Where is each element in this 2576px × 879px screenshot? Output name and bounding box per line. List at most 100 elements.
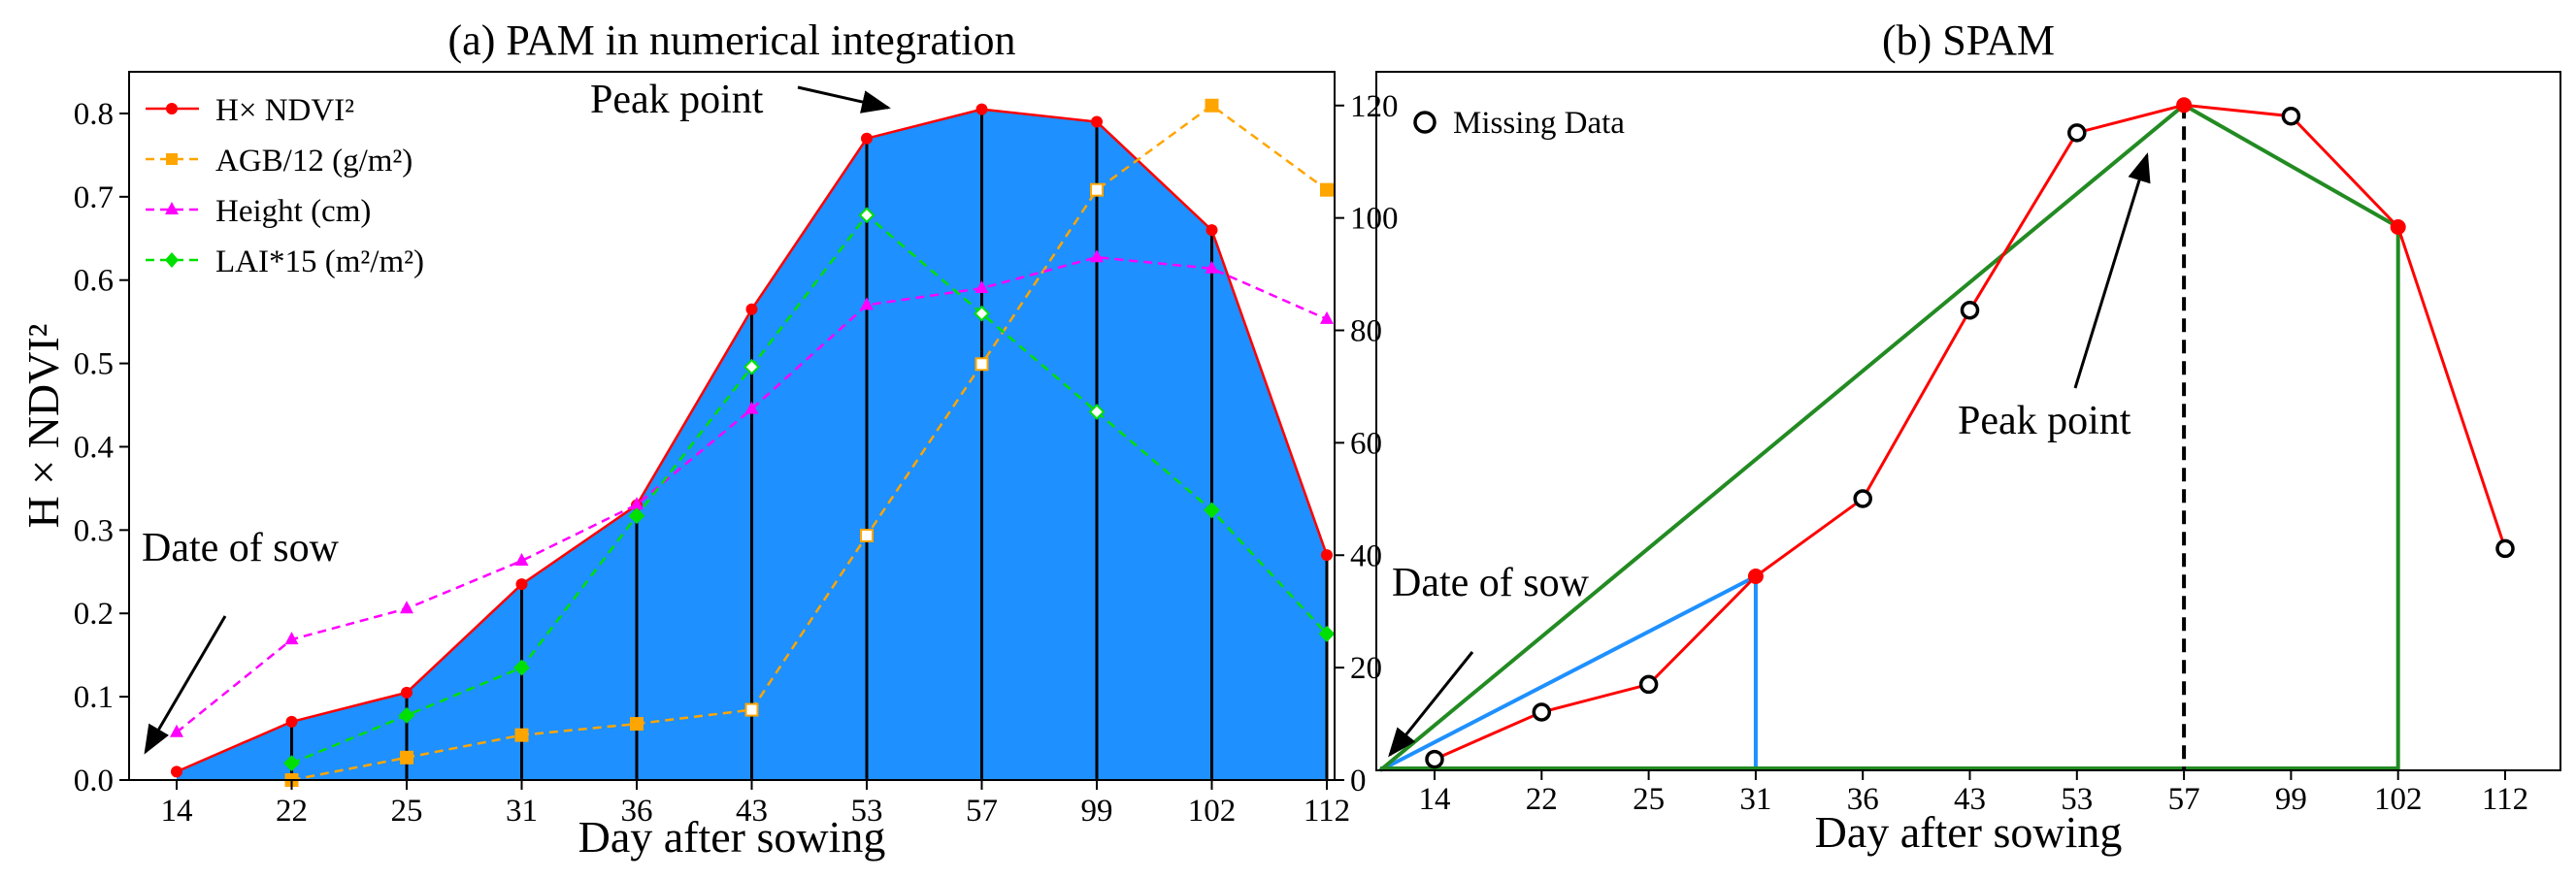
y-tick-label: 0.2 [74, 597, 114, 632]
series-group [170, 98, 1336, 787]
point-height-cm-57 [974, 280, 989, 294]
point-lai-15-m-m-36 [628, 507, 645, 525]
x-tick-label: 22 [276, 794, 308, 829]
x-tick-label: 25 [1633, 782, 1665, 817]
legend-item-height: Height (cm) [146, 194, 371, 229]
chart-b-spam: 14 22 25 31 36 43 53 57 99 102 112 (b) SPAM Day af… [1375, 16, 2561, 857]
annotation-peak-a: Peak point [590, 78, 764, 122]
x-tick-label: 53 [851, 794, 883, 829]
legend-label-height: Height (cm) [215, 194, 371, 229]
point-height-cm-22 [284, 632, 299, 645]
point-lai-15-m-m-53 [858, 207, 875, 224]
point-h-ndvi-112 [1321, 549, 1333, 562]
series-height-cm [170, 249, 1334, 737]
legend-b: Missing Data [1413, 106, 1625, 141]
point-observed-102 [2390, 219, 2406, 235]
x-tick-label: 31 [1739, 782, 1771, 817]
chart-title-a: (a) PAM in numerical integration [448, 16, 1016, 64]
point-agb-12-g-m-112 [1320, 182, 1334, 197]
x-tick-label: 14 [161, 794, 193, 829]
point-lai-15-m-m-22 [283, 755, 300, 772]
x-tick-label: 99 [2275, 782, 2307, 817]
x-axis-b: 14 22 25 31 36 43 53 57 99 102 112 [1419, 770, 2528, 817]
legend-item-h-ndvi: H× NDVI² [146, 93, 354, 128]
x-axis-label-b: Day after sowing [1815, 807, 2123, 857]
annotation-sow-arrow-b [1388, 651, 1474, 758]
legend-marker-circle-icon [166, 103, 178, 114]
series-line-height-cm [176, 255, 1328, 733]
x-tick-label: 99 [1081, 794, 1113, 829]
point-missing-25 [1638, 674, 1659, 695]
triangle-rise-green [1378, 103, 2186, 772]
point-height-cm-43 [744, 401, 759, 414]
annotation-peak-b: Peak point [1958, 399, 2131, 443]
point-h-ndvi-22 [285, 715, 298, 728]
point-lai-15-m-m-25 [398, 706, 415, 724]
x-tick-label: 43 [736, 794, 768, 829]
legend-label-agb: AGB/12 (g/m²) [215, 144, 413, 179]
point-agb-12-g-m-25 [400, 750, 413, 765]
point-h-ndvi-25 [401, 686, 413, 699]
x-tick-label: 14 [1419, 782, 1451, 817]
point-h-ndvi-99 [1091, 115, 1103, 128]
point-lai-15-m-m-99 [1088, 404, 1106, 420]
triangle-fall-green [2183, 103, 2399, 229]
point-missing-99 [2281, 106, 2301, 126]
chart-title-b: (b) SPAM [1882, 16, 2055, 64]
point-height-cm-112 [1320, 310, 1334, 324]
point-missing-53 [2067, 123, 2087, 143]
series-agb-12-g-m [284, 98, 1334, 787]
x-tick-label: 31 [506, 794, 538, 829]
y-axis-label-a: H × NDVI² [18, 324, 68, 529]
y2-tick-label: 40 [1350, 538, 1382, 573]
x-axis-a: 14 22 25 31 36 43 53 57 99 102 112 [161, 780, 1350, 829]
x-tick-label: 102 [2374, 782, 2423, 817]
point-missing-112 [2495, 538, 2515, 559]
x-tick-label: 25 [391, 794, 423, 829]
x-tick-label: 22 [1526, 782, 1558, 817]
point-h-ndvi-53 [861, 132, 873, 145]
y-axis-right: 0 20 40 60 80 100 120 [1335, 89, 1399, 798]
y2-tick-label: 0 [1350, 764, 1367, 798]
point-agb-12-g-m-57 [974, 357, 989, 372]
legend-label-missing: Missing Data [1453, 106, 1625, 141]
x-tick-label: 57 [2168, 782, 2200, 817]
legend-marker-triangle-icon [165, 202, 179, 214]
legend-label-lai: LAI*15 (m²/m²) [215, 244, 424, 279]
point-lai-15-m-m-102 [1204, 502, 1220, 519]
point-observed-57 [2176, 97, 2193, 114]
point-agb-12-g-m-53 [860, 528, 874, 542]
annotation-sow-arrow-a [144, 615, 227, 755]
x-tick-label: 36 [621, 794, 653, 829]
point-h-ndvi-43 [745, 303, 758, 315]
missing-data-marker-icon [1413, 111, 1437, 134]
point-agb-12-g-m-102 [1205, 98, 1219, 113]
y-tick-label: 0.5 [74, 347, 114, 382]
y-tick-label: 0.6 [74, 264, 114, 299]
integration-lines [290, 109, 1329, 780]
point-agb-12-g-m-36 [630, 717, 644, 732]
x-tick-label: 53 [2061, 782, 2093, 817]
series-line-lai-15-m-m [291, 212, 1328, 765]
y2-tick-label: 60 [1350, 426, 1382, 461]
point-missing-43 [1960, 300, 1980, 320]
annotation-peak-arrow-b [2073, 152, 2151, 389]
y-tick-label: 0.1 [74, 680, 114, 715]
annotation-sow-a: Date of sow [142, 526, 340, 570]
y-tick-label: 0.7 [74, 180, 114, 215]
series-lai-15-m-m [283, 207, 1336, 772]
point-height-cm-31 [514, 553, 529, 567]
legend-item-lai: LAI*15 (m²/m²) [146, 244, 424, 279]
point-lai-15-m-m-31 [513, 659, 530, 676]
x-axis-label-a: Day after sowing [578, 812, 886, 862]
point-missing-22 [1532, 702, 1552, 722]
point-height-cm-53 [860, 297, 874, 310]
point-height-cm-102 [1205, 260, 1219, 274]
y-tick-label: 0.0 [74, 764, 114, 798]
y-tick-label: 0.8 [74, 97, 114, 132]
x-tick-label: 57 [966, 794, 998, 829]
series-line-agb-12-g-m [291, 104, 1328, 782]
point-h-ndvi-14 [171, 765, 182, 778]
series-h-ndvi [171, 103, 1333, 778]
